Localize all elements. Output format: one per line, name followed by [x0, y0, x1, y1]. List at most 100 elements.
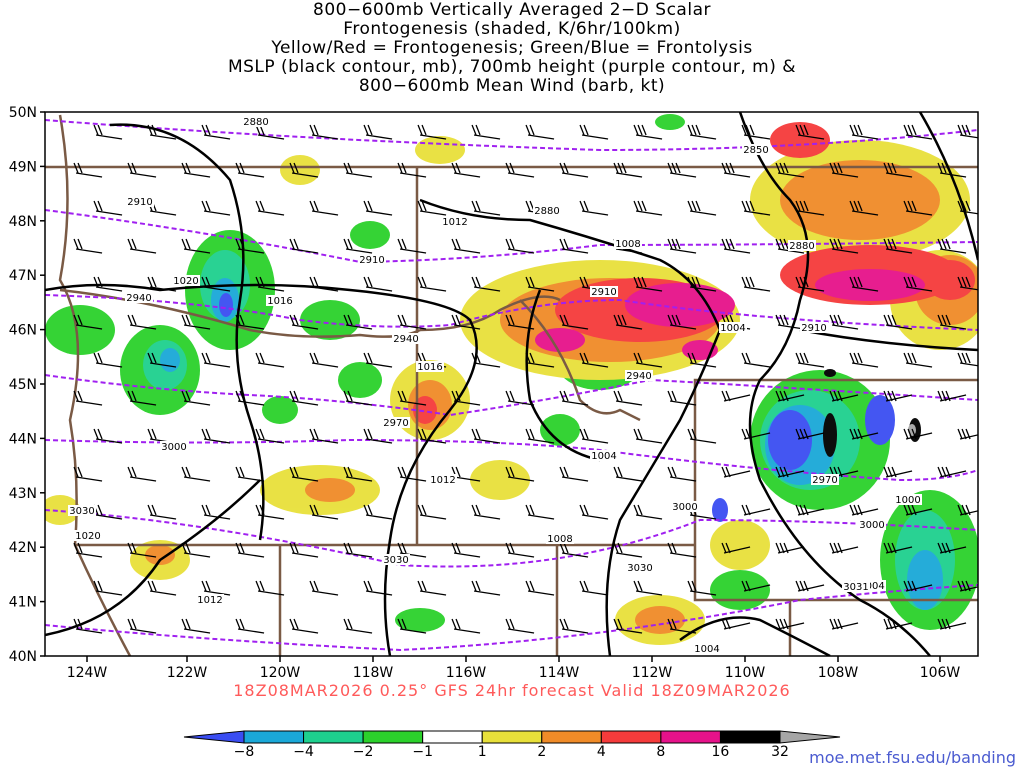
wind-barb [795, 124, 825, 140]
wind-barb [397, 618, 427, 634]
mslp-label: 1008 [547, 534, 572, 545]
colorbar-tick-label: −1 [412, 744, 433, 760]
wind-barb [829, 390, 859, 402]
mslp-label: 1004 [694, 644, 719, 655]
height-label: 2910 [127, 197, 152, 208]
lon-label: 110W [725, 665, 766, 681]
wind-barb [505, 542, 535, 558]
title-line-2: Frontogenesis (shaded, K/6hr/100km) [343, 19, 681, 39]
wind-barb [181, 618, 211, 634]
title-line-5: 800−600mb Mean Wind (barb, kt) [358, 76, 666, 96]
wind-barb [235, 238, 265, 254]
colorbar-segment [660, 730, 721, 744]
wind-barb [741, 504, 771, 516]
wind-barb [147, 580, 177, 596]
wind-barb [903, 428, 933, 440]
height-label: 3000 [672, 502, 697, 513]
wind-barb [849, 504, 879, 516]
wind-barb [667, 162, 697, 178]
wind-barb [127, 542, 157, 558]
title-line-1: 800−600mb Vertically Averaged 2−D Scalar [313, 0, 711, 20]
wind-barb [903, 276, 933, 292]
wind-barb [937, 618, 967, 630]
wind-barb [957, 352, 978, 367]
wind-barb [667, 390, 697, 406]
wind-barb [343, 162, 373, 178]
wind-barb [721, 390, 751, 402]
wind-barb [667, 238, 697, 254]
wind-barb [903, 200, 933, 216]
colorbar-tick-label: 32 [771, 744, 789, 760]
wind-barb [235, 162, 265, 178]
mslp-label: 1016 [267, 296, 292, 307]
colorbar-segment [541, 730, 602, 744]
mslp-label: 1020 [75, 531, 100, 542]
colorbar-tick-label: −4 [293, 744, 314, 760]
wind-barb [309, 124, 339, 140]
wind-barb [235, 390, 265, 406]
wind-barb [903, 580, 933, 592]
wind-barb [559, 618, 589, 634]
wind-barb [721, 466, 751, 478]
wind-barb [633, 276, 663, 292]
wind-barb [795, 428, 825, 440]
wind-barb [829, 314, 859, 330]
wind-barb [127, 238, 157, 254]
lat-label: 48N [9, 214, 37, 230]
wind-barb [201, 200, 231, 216]
wind-barb [397, 314, 427, 330]
wind-barb [829, 238, 859, 254]
wind-barb [471, 124, 501, 140]
wind-barb [147, 352, 177, 368]
wind-barb [633, 504, 663, 520]
wind-barb [775, 618, 805, 630]
colorbar-tick-label: 1 [478, 744, 487, 760]
wind-barb [255, 200, 285, 216]
lon-label: 118W [353, 665, 394, 681]
wind-barb [559, 238, 589, 254]
wind-barb [613, 542, 643, 558]
wind-barb [417, 504, 447, 520]
wind-barb [255, 504, 285, 520]
wind-barb [201, 428, 231, 444]
wind-barb [73, 162, 103, 178]
wind-barb [937, 542, 967, 554]
wind-barb [343, 314, 373, 330]
wind-barb [613, 618, 643, 634]
wind-barb [363, 504, 393, 520]
wind-barb [127, 618, 157, 634]
wind-barb [93, 428, 123, 444]
wind-barb [667, 314, 697, 330]
lat-label: 43N [9, 486, 37, 502]
lon-label: 122W [167, 665, 208, 681]
map-plot-area [45, 112, 978, 656]
wind-barb [343, 618, 373, 634]
lat-label: 46N [9, 323, 37, 339]
wind-barb [73, 618, 103, 634]
wind-barb [343, 238, 373, 254]
wind-barb [363, 352, 393, 368]
wind-barb [181, 542, 211, 558]
wind-barb [93, 580, 123, 596]
wind-barb [451, 314, 481, 330]
wind-barb [363, 428, 393, 444]
wind-barb [343, 542, 373, 558]
colorbar-segment [481, 730, 543, 744]
wind-barb [559, 314, 589, 330]
wind-barb [289, 466, 319, 482]
wind-barb [451, 238, 481, 254]
wind-barb [937, 314, 967, 330]
wind-barb [957, 428, 978, 440]
wind-barb [73, 238, 103, 254]
wind-barb [613, 162, 643, 178]
wind-barb [775, 162, 805, 178]
wind-barb [471, 200, 501, 216]
wind-barb [633, 200, 663, 216]
wind-barb [849, 428, 879, 440]
colorbar-tick-label: 4 [597, 744, 606, 760]
wind-barb [235, 314, 265, 330]
wind-barb [397, 542, 427, 558]
lat-label: 40N [9, 649, 37, 665]
wind-barb [343, 390, 373, 406]
source-url[interactable]: moe.met.fsu.edu/banding [809, 748, 1016, 767]
